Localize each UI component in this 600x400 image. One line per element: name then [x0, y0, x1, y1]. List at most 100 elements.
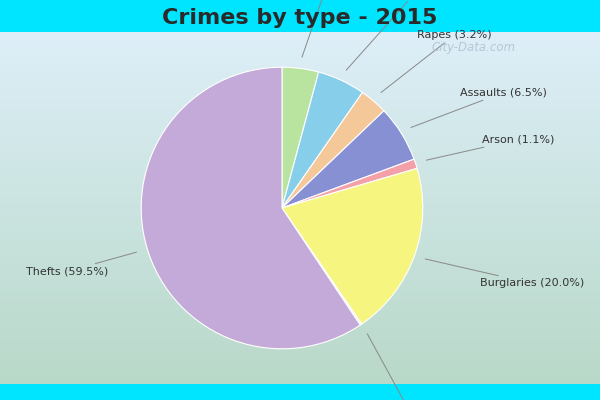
Bar	[0, 190, 600, 192]
Bar	[0, 134, 600, 135]
Text: Murders (0.2%): Murders (0.2%)	[367, 334, 455, 400]
Bar	[0, 48, 600, 50]
Bar	[0, 41, 600, 42]
Bar	[0, 203, 600, 204]
Bar	[0, 79, 600, 80]
Bar	[0, 145, 600, 146]
Bar	[0, 272, 600, 274]
Bar	[0, 234, 600, 235]
Bar	[0, 304, 600, 305]
Bar	[0, 308, 600, 309]
Bar	[0, 232, 600, 233]
Text: Robberies (5.5%): Robberies (5.5%)	[346, 0, 463, 70]
Bar	[0, 161, 600, 162]
Bar	[0, 252, 600, 254]
Bar	[0, 248, 600, 249]
Bar	[0, 255, 600, 256]
Bar	[0, 208, 600, 209]
Bar	[0, 173, 600, 174]
Bar	[0, 292, 600, 294]
Bar	[0, 146, 600, 147]
Wedge shape	[141, 67, 360, 349]
Bar	[0, 202, 600, 203]
Bar	[0, 294, 600, 295]
Bar	[0, 250, 600, 252]
Bar	[0, 228, 600, 229]
Bar	[0, 274, 600, 275]
Bar	[0, 93, 600, 94]
Bar	[0, 310, 600, 311]
Bar	[0, 277, 600, 278]
Bar	[0, 256, 600, 257]
Bar	[0, 280, 600, 281]
Bar	[0, 107, 600, 108]
Bar	[0, 357, 600, 358]
Bar	[0, 53, 600, 54]
Bar	[0, 82, 600, 84]
Text: Burglaries (20.0%): Burglaries (20.0%)	[425, 259, 584, 288]
Bar	[0, 160, 600, 161]
Bar	[0, 383, 600, 384]
Bar	[0, 187, 600, 188]
Text: Crimes by type - 2015: Crimes by type - 2015	[163, 8, 437, 28]
Bar	[0, 110, 600, 111]
Bar	[0, 268, 600, 269]
Bar	[0, 81, 600, 82]
Bar	[0, 80, 600, 81]
Bar	[0, 382, 600, 383]
Bar	[0, 104, 600, 105]
Bar	[0, 358, 600, 359]
Bar	[0, 36, 600, 37]
Bar	[0, 174, 600, 175]
Bar	[0, 149, 600, 150]
Bar	[0, 380, 600, 382]
Bar	[0, 378, 600, 379]
Bar	[0, 209, 600, 210]
Bar	[0, 122, 600, 124]
Bar	[0, 377, 600, 378]
Bar	[0, 243, 600, 244]
Bar	[0, 172, 600, 173]
Bar	[0, 129, 600, 130]
Bar	[0, 38, 600, 39]
Bar	[0, 311, 600, 312]
Bar	[0, 338, 600, 340]
Bar	[0, 223, 600, 224]
Bar	[0, 179, 600, 180]
Bar	[0, 376, 600, 377]
Bar	[0, 142, 600, 144]
Bar	[0, 73, 600, 74]
Bar	[0, 148, 600, 149]
Bar	[0, 317, 600, 318]
Bar	[0, 147, 600, 148]
Bar	[0, 135, 600, 136]
Bar	[0, 289, 600, 290]
Bar	[0, 298, 600, 300]
Bar	[0, 345, 600, 346]
Bar	[0, 200, 600, 201]
Bar	[0, 40, 600, 41]
Bar	[0, 374, 600, 375]
Bar	[0, 50, 600, 51]
Bar	[0, 215, 600, 216]
Bar	[0, 315, 600, 316]
Bar	[0, 362, 600, 363]
Bar	[0, 168, 600, 169]
Bar	[0, 337, 600, 338]
Bar	[0, 331, 600, 332]
Bar	[0, 247, 600, 248]
Bar	[0, 312, 600, 314]
Bar	[0, 54, 600, 56]
Wedge shape	[282, 159, 417, 208]
Bar	[0, 116, 600, 118]
Bar	[0, 183, 600, 184]
Bar	[0, 71, 600, 72]
Bar	[0, 359, 600, 360]
Bar	[0, 125, 600, 126]
Bar	[0, 138, 600, 139]
Bar	[0, 100, 600, 101]
Bar	[0, 78, 600, 79]
Bar	[0, 96, 600, 98]
Bar	[0, 121, 600, 122]
Bar	[0, 201, 600, 202]
